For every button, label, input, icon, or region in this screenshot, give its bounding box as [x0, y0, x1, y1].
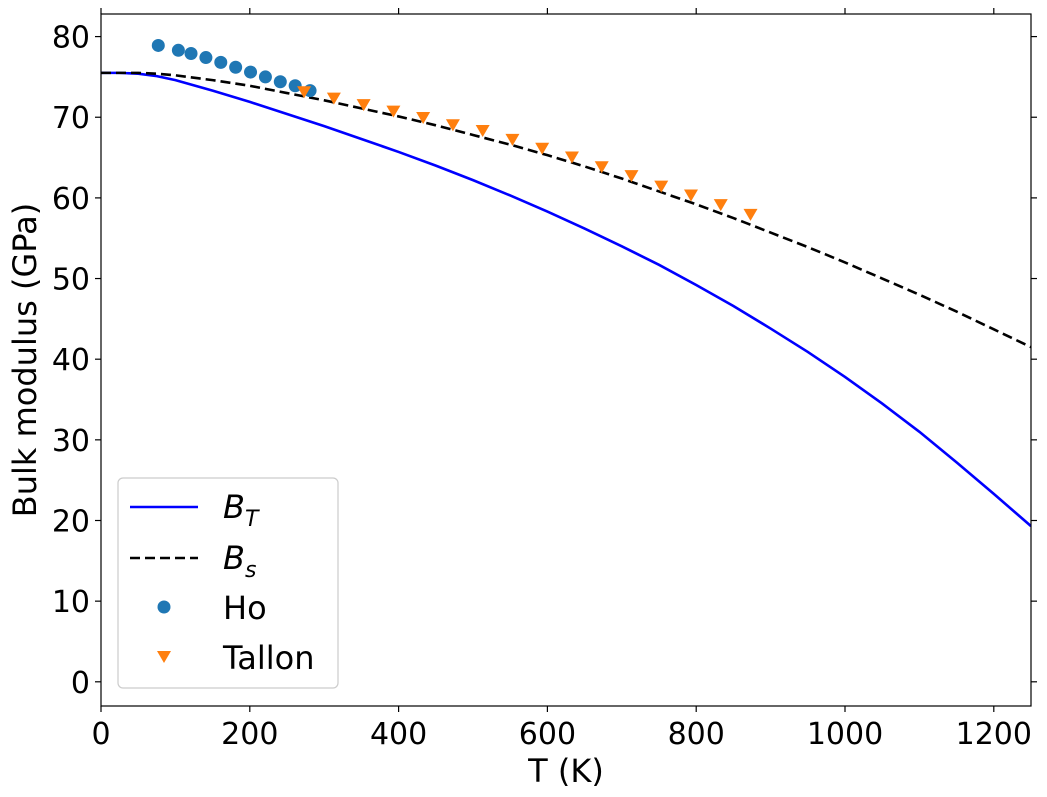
data-point-tallon [386, 105, 401, 118]
legend: BT Bs Ho Tallon [117, 477, 339, 689]
data-point-tallon [535, 142, 550, 155]
data-point-tallon [356, 99, 371, 112]
legend-label-tallon: Tallon [222, 639, 315, 677]
plot-frame [100, 13, 1032, 707]
legend-bs-sub: s [245, 558, 256, 583]
data-point-tallon [475, 124, 490, 137]
data-point-ho [151, 38, 165, 52]
data-point-tallon [624, 170, 639, 183]
data-point-ho [244, 65, 258, 79]
series-line-b-t [101, 71, 1031, 528]
data-point-tallon [445, 119, 460, 132]
data-point-ho [184, 47, 198, 61]
y-tick-label: 0 [71, 666, 90, 701]
data-point-tallon [416, 112, 431, 125]
series-clip-group [101, 71, 1031, 528]
data-point-ho [288, 79, 302, 93]
legend-bs-main: B [223, 539, 245, 577]
data-point-tallon [505, 133, 520, 146]
data-point-tallon [297, 86, 312, 99]
data-point-ho [171, 43, 185, 57]
data-point-tallon [564, 151, 579, 164]
x-axis-ticks: 0 200 400 600 800 1000 1200 [91, 8, 1032, 752]
y-tick-label: 10 [52, 585, 90, 620]
y-axis-ticks: 0 10 20 30 40 50 60 70 80 [52, 21, 1037, 701]
y-tick-label: 40 [52, 343, 90, 378]
data-point-ho [258, 70, 272, 84]
y-tick-label: 20 [52, 504, 90, 539]
legend-bt-main: B [223, 488, 245, 526]
y-tick-label: 50 [52, 263, 90, 298]
y-axis-title: Bulk modulus (GPa) [6, 203, 44, 517]
data-point-tallon [713, 199, 728, 212]
legend-label-ho: Ho [223, 589, 267, 627]
x-tick-label: 800 [668, 717, 725, 752]
data-point-ho [229, 60, 243, 74]
y-tick-label: 80 [52, 21, 90, 56]
x-tick-label: 400 [370, 717, 427, 752]
data-point-tallon [683, 189, 698, 202]
series-layer [101, 38, 1031, 528]
legend-bt-sub: T [245, 507, 260, 532]
data-point-ho [199, 51, 213, 65]
y-tick-label: 60 [52, 182, 90, 217]
legend-marker-ho [157, 600, 171, 614]
data-point-ho [214, 55, 228, 69]
x-tick-label: 1000 [807, 717, 883, 752]
x-axis-title: T (K) [527, 752, 604, 790]
legend-marker-tallon [157, 651, 171, 663]
data-point-tallon [654, 180, 669, 193]
data-point-tallon [594, 161, 609, 174]
data-point-tallon [743, 208, 758, 221]
y-tick-label: 30 [52, 424, 90, 459]
legend-box [117, 477, 339, 689]
data-point-tallon [326, 92, 341, 105]
y-tick-label: 70 [52, 101, 90, 136]
x-tick-label: 200 [221, 717, 278, 752]
data-point-ho [273, 75, 287, 89]
series-line-b-s [101, 71, 1031, 349]
x-tick-label: 1200 [956, 717, 1032, 752]
legend-label-bs: Bs [223, 539, 256, 583]
legend-label-bt: BT [223, 488, 260, 532]
x-tick-label: 0 [91, 717, 110, 752]
x-tick-label: 600 [519, 717, 576, 752]
